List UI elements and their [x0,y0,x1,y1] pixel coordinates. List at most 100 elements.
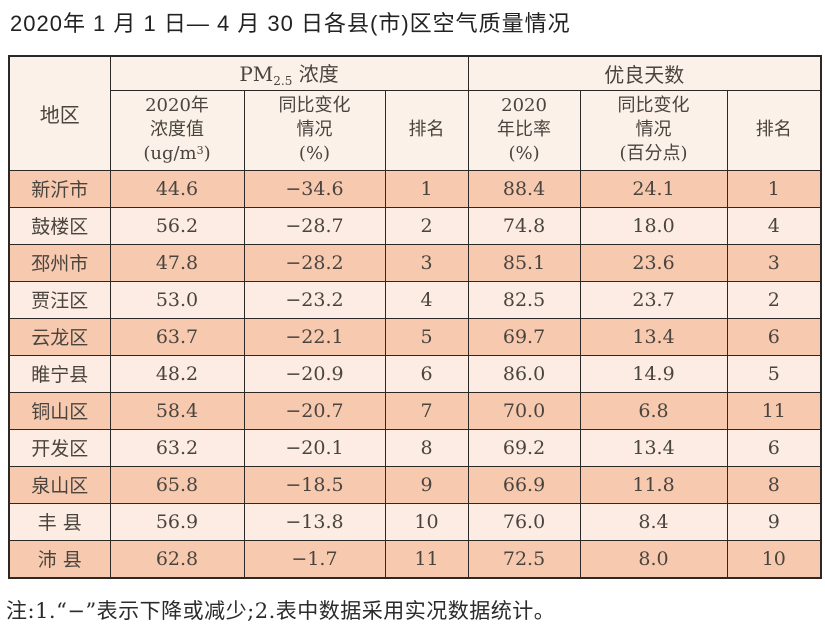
pm-value-cell: 63.7 [109,317,245,356]
days-rate-cell: 88.4 [467,169,581,208]
region-cell: 泉山区 [8,465,111,504]
header-pm-group: PM2.5 浓度 [109,55,469,91]
days-rate-cell: 69.7 [467,317,581,356]
days-rate-cell: 86.0 [467,354,581,393]
air-quality-table-container: 地区 PM2.5 浓度 优良天数 2020年 浓度值 (ug/m3) 同比变化 … [8,54,823,579]
header-pm-rank: 排名 [384,89,469,171]
region-cell: 云龙区 [8,317,111,356]
pm-change-cell: −23.2 [243,280,386,319]
days-rank-cell: 3 [726,243,822,282]
days-rank-cell: 5 [726,354,822,393]
pm-value-cell: 44.6 [109,169,245,208]
days-change-cell: 18.0 [579,206,728,245]
days-change-cell: 6.8 [579,391,728,430]
days-rate-cell: 74.8 [467,206,581,245]
days-rank-cell: 10 [726,539,822,579]
header-days-group: 优良天数 [467,55,822,91]
air-quality-table: 地区 PM2.5 浓度 优良天数 2020年 浓度值 (ug/m3) 同比变化 … [8,54,823,579]
pm-value-cell: 63.2 [109,428,245,467]
header-days-rank: 排名 [726,89,822,171]
pm-rank-cell: 5 [384,317,469,356]
pm-subscript: 2.5 [273,74,293,89]
days-rank-cell: 4 [726,206,822,245]
pm-change-cell: −20.1 [243,428,386,467]
days-rate-cell: 69.2 [467,428,581,467]
days-rate-cell: 85.1 [467,243,581,282]
pm-value-lines: 2020年 浓度值 [145,95,209,141]
region-cell: 开发区 [8,428,111,467]
pm-rank-cell: 7 [384,391,469,430]
pm-rank-cell: 6 [384,354,469,393]
table-row: 云龙区 63.7 −22.1 5 69.7 13.4 6 [8,317,822,356]
pm-value-cell: 62.8 [109,539,245,579]
days-rank-cell: 1 [726,169,822,208]
pm-value-cell: 65.8 [109,465,245,504]
table-row: 新沂市 44.6 −34.6 1 88.4 24.1 1 [8,169,822,208]
pm-rank-cell: 3 [384,243,469,282]
days-change-cell: 14.9 [579,354,728,393]
unit-suffix: ) [203,142,211,164]
table-row: 邳州市 47.8 −28.2 3 85.1 23.6 3 [8,243,822,282]
unit-prefix: (ug/m [143,142,197,164]
pm-change-cell: −20.9 [243,354,386,393]
days-rank-cell: 9 [726,502,822,541]
table-row: 铜山区 58.4 −20.7 7 70.0 6.8 11 [8,391,822,430]
pm-value-cell: 58.4 [109,391,245,430]
pm-change-cell: −18.5 [243,465,386,504]
days-rate-cell: 72.5 [467,539,581,579]
region-cell: 新沂市 [8,169,111,208]
pm-rank-cell: 1 [384,169,469,208]
days-change-cell: 13.4 [579,428,728,467]
days-rank-cell: 6 [726,428,822,467]
pm-rank-cell: 8 [384,428,469,467]
pm-value-unit: (ug/m3) [111,142,244,166]
pm-change-cell: −28.2 [243,243,386,282]
days-rate-cell: 82.5 [467,280,581,319]
days-rank-cell: 6 [726,317,822,356]
days-change-cell: 8.4 [579,502,728,541]
header-region: 地区 [8,55,111,171]
table-row: 泉山区 65.8 −18.5 9 66.9 11.8 8 [8,465,822,504]
header-days-rate: 2020 年比率 (%) [467,89,581,171]
table-body: 新沂市 44.6 −34.6 1 88.4 24.1 1 鼓楼区 56.2 −2… [8,169,822,579]
pm-rank-cell: 9 [384,465,469,504]
days-rank-cell: 11 [726,391,822,430]
header-pm-value: 2020年 浓度值 (ug/m3) [109,89,245,171]
region-cell: 铜山区 [8,391,111,430]
table-row: 贾汪区 53.0 −23.2 4 82.5 23.7 2 [8,280,822,319]
header-sub-row: 2020年 浓度值 (ug/m3) 同比变化 情况 (%) 排名 2020 年比… [9,89,822,171]
footnote: 注:1.“−”表示下降或减少;2.表中数据采用实况数据统计。 [6,598,556,623]
pm-value-cell: 47.8 [109,243,245,282]
table-row: 丰 县 56.9 −13.8 10 76.0 8.4 9 [8,502,822,541]
pm-value-cell: 56.9 [109,502,245,541]
pm-value-cell: 56.2 [109,206,245,245]
pm-label-suffix: 浓度 [292,62,339,87]
days-change-cell: 11.8 [579,465,728,504]
region-cell: 贾汪区 [8,280,111,319]
days-change-cell: 23.7 [579,280,728,319]
days-change-cell: 13.4 [579,317,728,356]
region-cell: 丰 县 [8,502,111,541]
days-change-cell: 8.0 [579,539,728,579]
header-pm-change: 同比变化 情况 (%) [243,89,386,171]
pm-rank-cell: 10 [384,502,469,541]
pm-label: PM [239,62,274,87]
table-header: 地区 PM2.5 浓度 优良天数 2020年 浓度值 (ug/m3) 同比变化 … [8,55,822,171]
table-row: 鼓楼区 56.2 −28.7 2 74.8 18.0 4 [8,206,822,245]
pm-change-cell: −13.8 [243,502,386,541]
days-rank-cell: 2 [726,280,822,319]
pm-rank-cell: 11 [384,539,469,579]
pm-change-cell: −28.7 [243,206,386,245]
unit-superscript: 3 [196,143,204,157]
days-rate-cell: 66.9 [467,465,581,504]
days-change-cell: 23.6 [579,243,728,282]
region-cell: 沛 县 [8,539,111,579]
days-change-cell: 24.1 [579,169,728,208]
days-rate-cell: 70.0 [467,391,581,430]
region-cell: 睢宁县 [8,354,111,393]
pm-change-cell: −22.1 [243,317,386,356]
pm-change-cell: −20.7 [243,391,386,430]
pm-value-cell: 53.0 [109,280,245,319]
pm-rank-cell: 2 [384,206,469,245]
header-group-row: 地区 PM2.5 浓度 优良天数 [8,55,822,171]
